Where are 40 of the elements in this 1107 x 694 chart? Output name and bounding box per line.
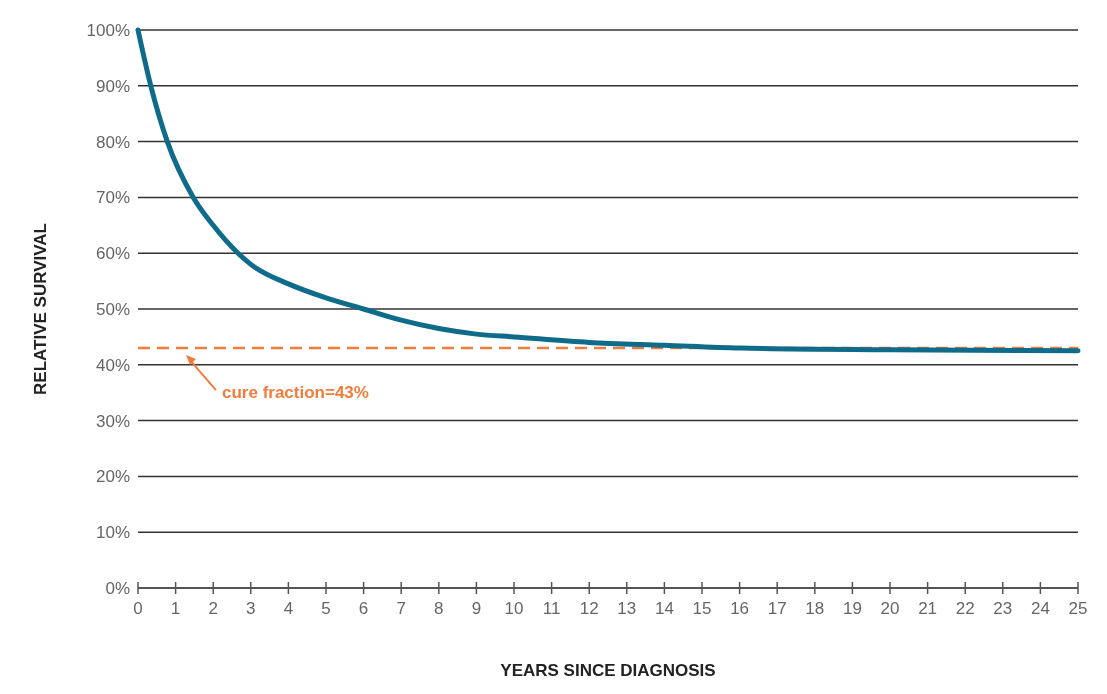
x-tick-label: 19 [842, 599, 862, 618]
y-tick-label: 70% [95, 188, 130, 208]
x-tick-label: 9 [471, 599, 482, 618]
x-tick-label: 25 [1068, 599, 1088, 618]
x-axis-title: YEARS SINCE DIAGNOSIS [500, 661, 716, 680]
x-tick-label: 21 [918, 599, 938, 618]
x-tick-label: 1 [170, 599, 181, 618]
y-tick-label: 80% [95, 132, 130, 152]
x-tick-label: 4 [283, 599, 294, 618]
x-tick-label: 11 [542, 599, 561, 618]
x-tick-label: 6 [358, 599, 369, 618]
x-tick-label: 5 [321, 599, 331, 618]
y-tick-label: 30% [95, 411, 130, 431]
x-tick-label: 14 [654, 599, 674, 618]
x-tick-label: 15 [692, 599, 712, 618]
y-tick-label: 90% [95, 76, 130, 96]
x-tick-label: 8 [434, 599, 444, 618]
x-tick-label: 12 [579, 599, 599, 618]
x-tick-label: 18 [805, 599, 825, 618]
y-tick-label: 20% [95, 467, 130, 487]
y-tick-label: 0% [105, 578, 130, 598]
y-tick-label: 60% [95, 244, 130, 264]
y-tick-label: 40% [95, 355, 130, 375]
x-tick-label: 16 [730, 599, 750, 618]
x-tick-label: 20 [880, 599, 900, 618]
x-tick-label: 2 [208, 599, 218, 618]
x-tick-label: 17 [767, 599, 787, 618]
ref-line-label: cure fraction=43% [222, 383, 369, 403]
x-tick-label: 13 [617, 599, 637, 618]
x-tick-label: 7 [396, 599, 406, 618]
x-tick-label: 22 [955, 599, 975, 618]
y-tick-label: 50% [95, 299, 130, 319]
y-tick-label: 100% [86, 20, 130, 40]
x-tick-label: 24 [1030, 599, 1050, 618]
y-axis-title: RELATIVE SURVIVAL [31, 223, 50, 395]
x-tick-label: 10 [504, 599, 524, 618]
x-tick-label: 3 [246, 599, 256, 618]
y-tick-label: 10% [95, 523, 130, 543]
x-tick-label: 0 [133, 599, 143, 618]
x-tick-label: 23 [993, 599, 1013, 618]
